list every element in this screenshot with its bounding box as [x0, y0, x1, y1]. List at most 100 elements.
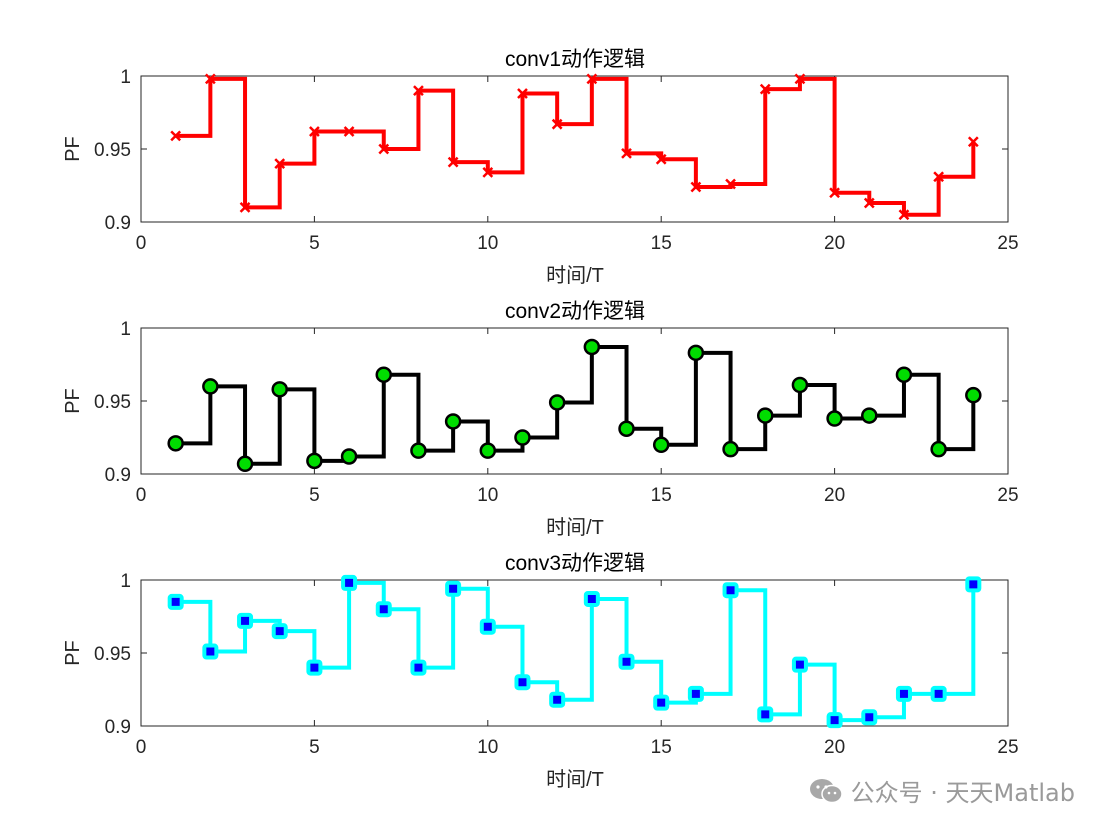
data-point-marker	[413, 85, 424, 96]
data-point-marker	[514, 429, 531, 446]
data-point-marker	[167, 435, 184, 452]
watermark: 公众号 · 天天Matlab	[809, 773, 1075, 808]
data-point-marker	[756, 407, 774, 424]
data-point-marker	[826, 712, 843, 729]
data-point-marker	[239, 202, 251, 213]
data-point-marker	[829, 187, 840, 199]
data-point-marker	[791, 656, 808, 673]
x-axis-label: 时间/T	[546, 264, 604, 287]
x-tick-label: 15	[651, 485, 672, 506]
y-tick-label: 0.9	[105, 465, 131, 486]
data-point-marker	[725, 178, 736, 190]
y-tick-label: 0.95	[94, 140, 131, 161]
data-point-marker	[898, 209, 910, 221]
data-point-marker	[895, 685, 912, 702]
data-point-marker	[687, 685, 704, 702]
data-point-marker	[237, 612, 254, 629]
x-tick-label: 25	[997, 737, 1018, 758]
data-point-marker	[271, 623, 288, 640]
data-point-marker	[965, 576, 982, 593]
y-axis-label: PF	[62, 640, 84, 666]
x-tick-label: 0	[136, 485, 147, 506]
data-point-marker	[861, 407, 878, 424]
data-point-marker	[274, 158, 286, 169]
data-point-marker	[586, 73, 598, 85]
data-point-marker	[791, 376, 809, 394]
data-point-marker	[343, 126, 355, 137]
x-tick-label: 15	[651, 737, 672, 758]
data-point-marker	[204, 73, 216, 85]
y-tick-label: 1	[120, 67, 131, 88]
data-point-marker	[863, 197, 875, 209]
y-tick-label: 1	[120, 319, 131, 340]
x-tick-label: 25	[997, 233, 1018, 254]
data-point-marker	[306, 659, 323, 676]
data-point-marker	[690, 181, 702, 193]
data-point-marker	[202, 643, 219, 660]
data-point-marker	[861, 709, 878, 726]
data-point-marker	[236, 455, 254, 473]
data-point-marker	[167, 593, 184, 610]
data-point-marker	[652, 436, 670, 454]
data-point-marker	[549, 691, 566, 708]
axes-box	[140, 579, 1009, 727]
data-point-marker	[309, 126, 320, 137]
data-point-marker	[170, 130, 182, 142]
y-axis-label: PF	[62, 136, 84, 162]
x-tick-label: 15	[651, 233, 672, 254]
axes-box	[140, 75, 1009, 223]
data-point-marker	[479, 618, 496, 635]
data-point-marker	[551, 118, 563, 130]
y-tick-label: 0.95	[94, 644, 131, 665]
wechat-icon	[809, 778, 843, 803]
y-tick-label: 1	[120, 571, 131, 592]
x-tick-label: 10	[477, 233, 498, 254]
data-point-marker	[759, 83, 771, 95]
watermark-text: 公众号 · 天天Matlab	[850, 779, 1075, 807]
data-point-marker	[933, 171, 945, 183]
y-tick-label: 0.9	[105, 213, 131, 234]
data-point-marker	[444, 413, 462, 430]
series-step-line	[175, 344, 976, 466]
data-point-marker	[930, 685, 947, 702]
data-point-marker	[653, 694, 670, 711]
data-point-marker	[965, 386, 982, 404]
x-tick-label: 5	[309, 737, 320, 758]
x-tick-label: 25	[997, 485, 1018, 506]
series-step-line	[175, 76, 976, 217]
data-point-marker	[410, 659, 427, 676]
x-tick-label: 10	[477, 485, 498, 506]
x-tick-label: 0	[136, 737, 147, 758]
data-point-marker	[618, 653, 635, 670]
data-point-marker	[378, 143, 390, 155]
data-point-marker	[895, 366, 913, 383]
data-point-marker	[583, 590, 600, 607]
data-point-marker	[271, 381, 288, 398]
data-point-marker	[687, 344, 705, 362]
x-tick-label: 20	[824, 485, 845, 506]
y-tick-label: 0.95	[94, 392, 131, 413]
data-point-marker	[967, 136, 979, 148]
data-point-marker	[202, 378, 219, 395]
data-point-marker	[375, 366, 393, 383]
data-point-marker	[794, 73, 806, 85]
data-point-marker	[722, 582, 739, 599]
x-tick-label: 5	[309, 485, 320, 506]
data-point-marker	[306, 452, 323, 470]
data-point-marker	[482, 166, 494, 178]
data-point-marker	[621, 147, 632, 159]
data-point-marker	[930, 440, 947, 458]
x-tick-label: 10	[477, 737, 498, 758]
x-axis-label: 时间/T	[546, 768, 604, 791]
data-point-marker	[447, 156, 459, 168]
y-tick-label: 0.9	[105, 717, 131, 738]
data-point-marker	[410, 442, 427, 459]
plot-title: conv2动作逻辑	[505, 300, 645, 323]
data-point-marker	[826, 410, 843, 427]
data-point-marker	[583, 338, 601, 356]
x-tick-label: 20	[824, 737, 845, 758]
